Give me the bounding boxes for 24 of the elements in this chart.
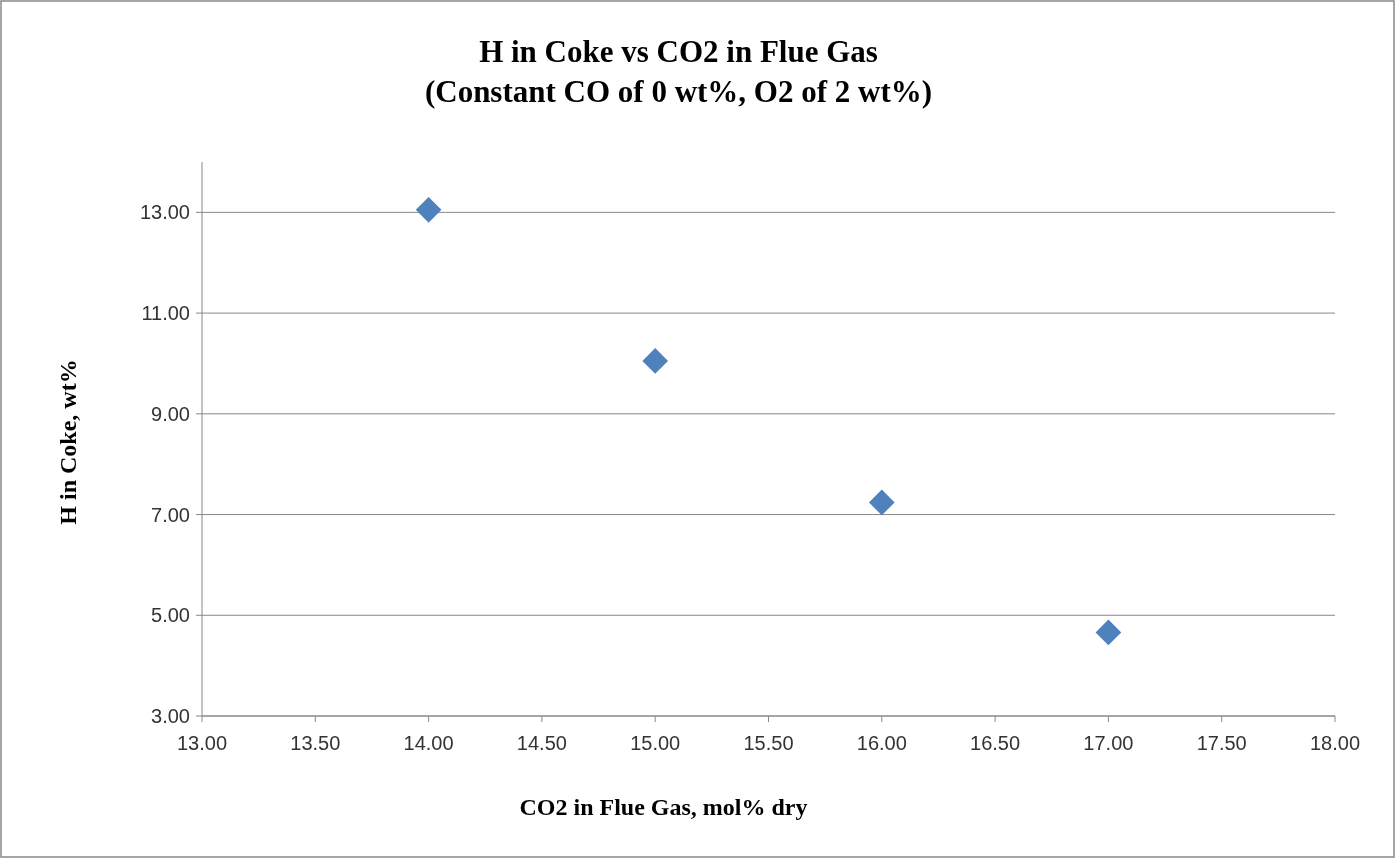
point [1095, 619, 1122, 646]
x-tick-label: 17.50 [1196, 732, 1247, 754]
x-axis-title: CO2 in Flue Gas, mol% dry [519, 794, 808, 820]
x-tick-label: 15.00 [630, 732, 681, 754]
x-tick-label: 14.00 [403, 732, 454, 754]
x-tick-label: 15.50 [743, 732, 794, 754]
y-tick-label: 5.00 [151, 604, 190, 627]
x-tick-label: 13.50 [290, 732, 341, 754]
x-tick-label: 13.00 [176, 732, 228, 754]
point [642, 348, 669, 374]
x-tick-label: 17.00 [1083, 732, 1134, 754]
x-tick-label: 14.50 [516, 732, 567, 754]
y-tick-label: 11.00 [141, 302, 190, 325]
y-tick-label: 3.00 [151, 705, 190, 727]
y-tick-label: 9.00 [151, 402, 190, 425]
point [868, 489, 895, 516]
x-tick-label: 18.00 [1309, 732, 1361, 754]
y-tick-label: 13.00 [139, 201, 190, 224]
y-axis-title: H in Coke, wt% [55, 359, 81, 525]
point [415, 197, 442, 223]
chart-title: H in Coke vs CO2 in Flue Gas (Constant CO of 0 wt%, O2 of 2 wt%) [424, 34, 933, 109]
x-tick-label: 16.00 [856, 732, 907, 754]
x-tick-label: 16.50 [970, 732, 1021, 754]
y-tick-label: 7.00 [151, 503, 190, 526]
